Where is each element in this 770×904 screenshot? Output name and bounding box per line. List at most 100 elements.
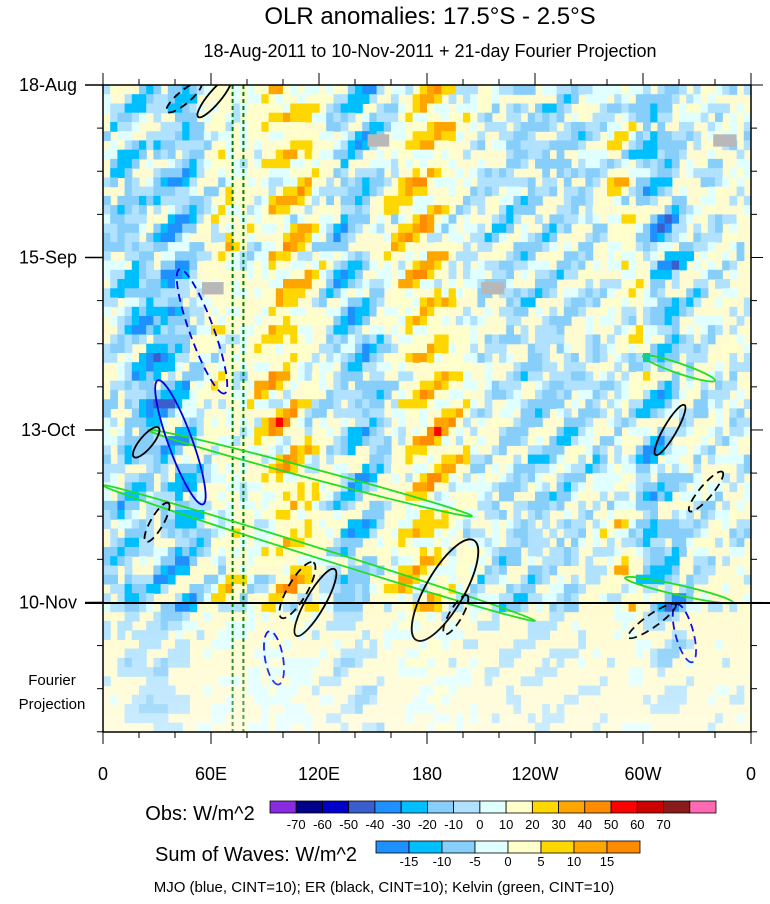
field-cell	[139, 140, 147, 151]
field-cell	[124, 223, 133, 234]
field-cell	[419, 140, 428, 151]
field-cell	[268, 482, 277, 493]
field-cell	[455, 482, 464, 493]
field-cell	[355, 491, 363, 502]
field-cell	[160, 316, 169, 326]
field-cell	[333, 334, 342, 345]
field-cell	[571, 473, 579, 483]
field-cell	[499, 186, 507, 197]
field-cell	[362, 510, 370, 520]
field-cell	[376, 417, 385, 428]
field-cell	[607, 103, 615, 114]
field-cell	[484, 242, 493, 252]
field-cell	[729, 426, 738, 437]
field-cell	[304, 445, 313, 456]
field-cell	[571, 168, 579, 178]
field-cell	[139, 584, 147, 594]
field-cell	[319, 242, 327, 252]
field-cell	[261, 491, 270, 502]
field-cell	[355, 94, 363, 104]
field-cell	[722, 473, 730, 483]
field-cell	[419, 362, 428, 372]
field-cell	[311, 316, 320, 326]
field-cell	[599, 112, 608, 123]
field-cell	[707, 491, 716, 502]
field-cell	[268, 131, 277, 141]
field-cell	[585, 436, 594, 446]
field-cell	[340, 260, 349, 271]
field-cell	[103, 399, 111, 409]
field-cell	[326, 362, 334, 372]
field-cell	[182, 223, 190, 234]
field-cell	[556, 223, 565, 234]
field-cell	[419, 260, 428, 271]
field-cell	[189, 251, 198, 262]
field-cell	[146, 574, 154, 585]
field-cell	[225, 574, 234, 585]
field-cell	[499, 269, 507, 280]
field-cell	[563, 168, 572, 178]
field-cell	[383, 353, 392, 363]
field-cell	[131, 186, 140, 197]
field-cell	[275, 593, 284, 603]
field-cell	[715, 232, 723, 243]
field-cell	[167, 149, 176, 160]
field-cell	[520, 519, 529, 530]
field-cell	[686, 94, 694, 104]
field-cell	[110, 223, 118, 234]
waves-colorbar-tick: 0	[504, 854, 511, 869]
field-cell	[671, 343, 680, 354]
field-cell	[585, 279, 594, 289]
field-cell	[261, 417, 270, 428]
field-cell	[607, 316, 615, 326]
field-cell	[412, 223, 421, 234]
field-cell	[218, 242, 226, 252]
field-cell	[427, 454, 435, 465]
field-cell	[707, 177, 716, 188]
field-cell	[441, 417, 450, 428]
field-cell	[657, 186, 666, 197]
field-cell	[707, 353, 716, 363]
field-cell	[261, 547, 270, 557]
field-cell	[398, 288, 406, 299]
field-cell	[707, 214, 716, 225]
field-cell	[254, 122, 262, 132]
field-cell	[657, 491, 666, 502]
field-cell	[650, 186, 658, 197]
field-cell	[571, 371, 579, 382]
field-cell	[549, 565, 558, 576]
field-cell	[700, 537, 709, 548]
field-cell	[261, 158, 270, 169]
field-cell	[664, 380, 673, 391]
field-cell	[290, 158, 298, 169]
obs-colorbar-tick: -10	[444, 817, 463, 832]
field-cell	[160, 362, 169, 372]
field-cell	[650, 547, 658, 557]
field-cell	[283, 103, 291, 114]
field-cell	[650, 195, 658, 206]
field-cell	[139, 482, 147, 493]
field-cell	[333, 140, 342, 151]
field-cell	[139, 473, 147, 483]
field-cell	[700, 269, 709, 280]
field-cell	[635, 500, 644, 511]
field-cell	[700, 103, 709, 114]
field-cell	[671, 279, 680, 289]
field-cell	[679, 491, 687, 502]
field-cell	[304, 482, 313, 493]
field-cell	[362, 131, 370, 141]
field-cell	[405, 408, 414, 419]
field-cell	[448, 131, 457, 141]
field-cell	[175, 473, 183, 483]
field-cell	[614, 519, 622, 530]
field-cell	[304, 491, 313, 502]
field-cell	[621, 122, 630, 132]
field-cell	[160, 353, 169, 363]
field-cell	[290, 547, 298, 557]
field-cell	[427, 445, 435, 456]
field-cell	[434, 593, 442, 603]
field-cell	[527, 195, 536, 206]
field-cell	[686, 408, 694, 419]
field-cell	[571, 195, 579, 206]
field-cell	[311, 510, 320, 520]
